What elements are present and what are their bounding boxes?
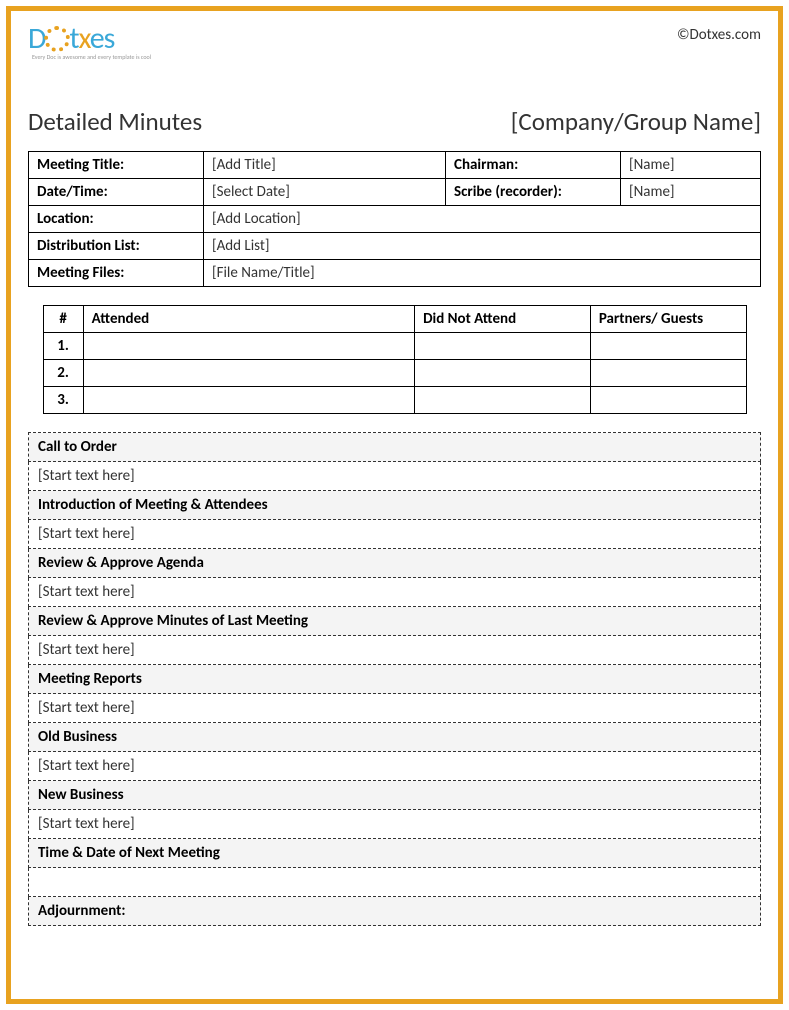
meta-value[interactable]: [Name] xyxy=(621,152,761,179)
table-row: Distribution List: [Add List] xyxy=(29,233,761,260)
logo-tagline: Every Doc is awesome and every template … xyxy=(32,53,151,61)
meta-label: Date/Time: xyxy=(29,179,204,206)
section-body[interactable]: [Start text here] xyxy=(29,520,761,549)
meta-label: Meeting Files: xyxy=(29,260,204,287)
section-body[interactable]: [Start text here] xyxy=(29,462,761,491)
section-header-row: Old Business xyxy=(29,723,761,752)
copyright: ©Dotxes.com xyxy=(677,26,761,44)
section-body[interactable]: [Start text here] xyxy=(29,694,761,723)
section-title: Time & Date of Next Meeting xyxy=(29,839,761,868)
section-body-row: [Start text here] xyxy=(29,636,761,665)
section-body[interactable]: [Start text here] xyxy=(29,752,761,781)
table-row: Location: [Add Location] xyxy=(29,206,761,233)
section-header-row: Adjournment: xyxy=(29,897,761,926)
col-header-pg: Partners/ Guests xyxy=(590,306,746,333)
header-row: D txes Every Doc is awesome and every te… xyxy=(28,20,761,61)
cell-attended[interactable] xyxy=(83,360,414,387)
meta-value[interactable]: [Add Title] xyxy=(204,152,446,179)
title-row: Detailed Minutes [Company/Group Name] xyxy=(28,106,761,137)
row-num: 1. xyxy=(43,333,83,360)
section-title: Adjournment: xyxy=(29,897,761,926)
section-header-row: Time & Date of Next Meeting xyxy=(29,839,761,868)
meta-table: Meeting Title: [Add Title] Chairman: [Na… xyxy=(28,151,761,287)
section-title: Call to Order xyxy=(29,433,761,462)
page-title: Detailed Minutes xyxy=(28,106,202,137)
table-header-row: # Attended Did Not Attend Partners/ Gues… xyxy=(43,306,746,333)
logo-post: txes xyxy=(69,20,114,57)
col-header-attended: Attended xyxy=(83,306,414,333)
section-body-row: [Start text here] xyxy=(29,578,761,607)
cell-dna[interactable] xyxy=(415,333,591,360)
logo-gear-icon xyxy=(46,28,68,50)
cell-pg[interactable] xyxy=(590,387,746,414)
meta-value[interactable]: [Add Location] xyxy=(204,206,761,233)
cell-dna[interactable] xyxy=(415,387,591,414)
sections-table: Call to Order[Start text here]Introducti… xyxy=(28,432,761,926)
section-body[interactable]: [Start text here] xyxy=(29,636,761,665)
meta-value[interactable]: [Select Date] xyxy=(204,179,446,206)
section-title: Introduction of Meeting & Attendees xyxy=(29,491,761,520)
section-title: Review & Approve Agenda xyxy=(29,549,761,578)
table-row: 3. xyxy=(43,387,746,414)
section-header-row: Call to Order xyxy=(29,433,761,462)
meta-value[interactable]: [Add List] xyxy=(204,233,761,260)
table-row: 1. xyxy=(43,333,746,360)
cell-attended[interactable] xyxy=(83,387,414,414)
company-name: [Company/Group Name] xyxy=(511,106,761,137)
section-title: Review & Approve Minutes of Last Meeting xyxy=(29,607,761,636)
section-body-row: [Start text here] xyxy=(29,752,761,781)
section-title: Meeting Reports xyxy=(29,665,761,694)
logo-pre: D xyxy=(28,20,45,57)
attendance-table: # Attended Did Not Attend Partners/ Gues… xyxy=(43,305,747,414)
meta-value[interactable]: [Name] xyxy=(621,179,761,206)
meta-label: Chairman: xyxy=(446,152,621,179)
section-body-row: [Start text here] xyxy=(29,462,761,491)
meta-value[interactable]: [File Name/Title] xyxy=(204,260,761,287)
section-header-row: Meeting Reports xyxy=(29,665,761,694)
meta-label: Location: xyxy=(29,206,204,233)
section-title: New Business xyxy=(29,781,761,810)
meta-label: Scribe (recorder): xyxy=(446,179,621,206)
section-body-row: [Start text here] xyxy=(29,520,761,549)
col-header-dna: Did Not Attend xyxy=(415,306,591,333)
section-body[interactable] xyxy=(29,868,761,897)
section-header-row: Introduction of Meeting & Attendees xyxy=(29,491,761,520)
section-body-row: [Start text here] xyxy=(29,694,761,723)
section-header-row: Review & Approve Minutes of Last Meeting xyxy=(29,607,761,636)
section-title: Old Business xyxy=(29,723,761,752)
cell-attended[interactable] xyxy=(83,333,414,360)
section-body[interactable]: [Start text here] xyxy=(29,578,761,607)
meta-label: Distribution List: xyxy=(29,233,204,260)
cell-pg[interactable] xyxy=(590,333,746,360)
logo-block: D txes Every Doc is awesome and every te… xyxy=(28,20,151,61)
section-header-row: Review & Approve Agenda xyxy=(29,549,761,578)
table-row: 2. xyxy=(43,360,746,387)
table-row: Meeting Title: [Add Title] Chairman: [Na… xyxy=(29,152,761,179)
table-row: Meeting Files: [File Name/Title] xyxy=(29,260,761,287)
cell-pg[interactable] xyxy=(590,360,746,387)
meta-label: Meeting Title: xyxy=(29,152,204,179)
table-row: Date/Time: [Select Date] Scribe (recorde… xyxy=(29,179,761,206)
row-num: 2. xyxy=(43,360,83,387)
page-content: D txes Every Doc is awesome and every te… xyxy=(28,20,761,990)
cell-dna[interactable] xyxy=(415,360,591,387)
section-body-row: [Start text here] xyxy=(29,810,761,839)
col-header-num: # xyxy=(43,306,83,333)
section-header-row: New Business xyxy=(29,781,761,810)
row-num: 3. xyxy=(43,387,83,414)
section-body[interactable]: [Start text here] xyxy=(29,810,761,839)
logo: D txes xyxy=(28,20,151,57)
section-body-row xyxy=(29,868,761,897)
